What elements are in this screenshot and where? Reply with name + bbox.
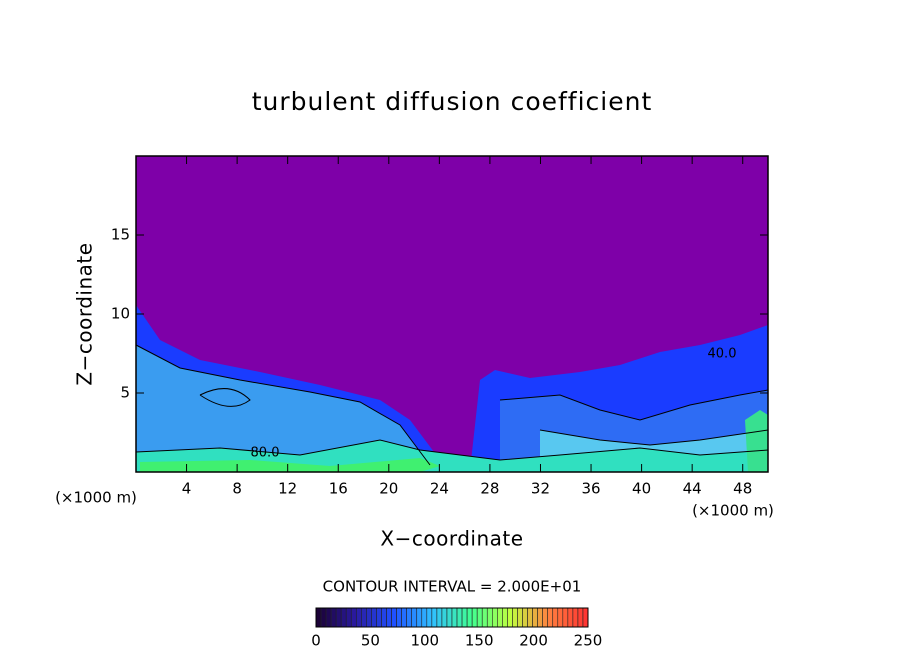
colorbar-swatch <box>527 607 533 628</box>
colorbar-swatch <box>572 607 579 628</box>
colorbar-swatch <box>431 607 438 628</box>
colorbar-swatch <box>396 607 402 628</box>
colorbar-swatch <box>411 607 418 628</box>
x-tick-label: 36 <box>581 480 600 498</box>
colorbar-swatch <box>340 607 347 628</box>
colorbar-swatch <box>577 607 584 628</box>
colorbar-swatch <box>320 607 327 628</box>
field-band <box>140 458 440 472</box>
colorbar-swatch <box>416 607 423 628</box>
contour-field <box>135 155 769 473</box>
x-tick-label: 8 <box>232 480 242 498</box>
colorbar-swatch <box>361 607 367 628</box>
contour-label: 40.0 <box>708 347 737 362</box>
x-axis-label: X−coordinate <box>380 527 523 551</box>
colorbar-swatch <box>517 607 523 628</box>
colorbar-swatch <box>557 607 564 628</box>
chart-title: turbulent diffusion coefficient <box>252 87 653 116</box>
x-tick-label: 48 <box>733 480 752 498</box>
colorbar-swatch <box>345 607 352 628</box>
x-tick-label: 24 <box>430 480 449 498</box>
colorbar-swatch <box>461 607 468 628</box>
colorbar-tick-label: 0 <box>311 632 321 650</box>
x-tick-label: 28 <box>480 480 499 498</box>
colorbar-swatch <box>426 607 433 628</box>
field-band <box>745 410 768 472</box>
y-tick-label: 5 <box>120 384 130 402</box>
colorbar-swatch <box>381 607 387 628</box>
colorbar-swatch <box>451 607 458 628</box>
colorbar-swatch <box>552 607 559 628</box>
colorbar-swatch <box>562 607 569 628</box>
colorbar-tick-label: 100 <box>410 632 439 650</box>
x-tick-label: 32 <box>531 480 550 498</box>
colorbar-tick-label: 50 <box>361 632 380 650</box>
colorbar-swatch <box>481 607 488 628</box>
field-band <box>136 345 470 472</box>
y-tick-label: 10 <box>111 305 130 323</box>
colorbar-swatch <box>355 607 362 628</box>
colorbar-swatch <box>471 607 478 628</box>
colorbar-swatch <box>466 607 473 628</box>
colorbar-swatch <box>491 607 498 628</box>
colorbar-swatch <box>421 607 428 628</box>
x-unit-label: (×1000 m) <box>692 502 774 520</box>
x-unit-label: (×1000 m) <box>55 489 137 507</box>
y-tick-label: 15 <box>111 226 130 244</box>
colorbar-swatch <box>456 607 463 628</box>
colorbar-swatch <box>507 607 513 628</box>
contour-line <box>135 344 769 466</box>
contour-label: 80.0 <box>251 446 280 461</box>
x-tick-label: 44 <box>683 480 702 498</box>
colorbar-swatch <box>376 607 382 628</box>
y-axis-label: Z−coordinate <box>73 242 97 385</box>
colorbar-swatch <box>446 607 453 628</box>
x-tick-label: 20 <box>379 480 398 498</box>
colorbar-swatch <box>350 607 357 628</box>
colorbar-swatch <box>371 607 377 628</box>
colorbar-swatch <box>522 607 528 628</box>
colorbar-swatch <box>366 607 372 628</box>
x-tick-label: 4 <box>182 480 192 498</box>
colorbar-swatch <box>325 607 332 628</box>
colorbar-swatch <box>386 607 392 628</box>
colorbar-tick-label: 150 <box>465 632 494 650</box>
colorbar-swatch <box>401 607 407 628</box>
x-tick-label: 12 <box>278 480 297 498</box>
colorbar-swatch <box>582 607 589 628</box>
x-tick-label: 40 <box>632 480 651 498</box>
colorbar-swatch <box>567 607 574 628</box>
colorbar-swatch <box>315 607 322 628</box>
colorbar-swatch <box>476 607 483 628</box>
colorbar-swatch <box>547 607 554 628</box>
colorbar-swatch <box>497 607 503 628</box>
x-tick-label: 16 <box>329 480 348 498</box>
colorbar-swatch <box>441 607 448 628</box>
colorbar-swatch <box>406 607 413 628</box>
contour-interval: CONTOUR INTERVAL = 2.000E+01 <box>323 578 582 596</box>
colorbar-frame <box>315 607 589 628</box>
colorbar-swatch <box>330 607 337 628</box>
colorbar-swatch <box>335 607 342 628</box>
colorbar-swatch <box>486 607 493 628</box>
colorbar-swatch <box>532 607 538 628</box>
colorbar-tick-label: 250 <box>574 632 603 650</box>
colorbar-tick-label: 200 <box>519 632 548 650</box>
colorbar-swatch <box>502 607 508 628</box>
colorbar-swatch <box>512 607 518 628</box>
colorbar-swatch <box>391 607 397 628</box>
colorbar-swatch <box>537 607 543 628</box>
colorbar-swatch <box>436 607 443 628</box>
colorbar-swatch <box>542 607 549 628</box>
